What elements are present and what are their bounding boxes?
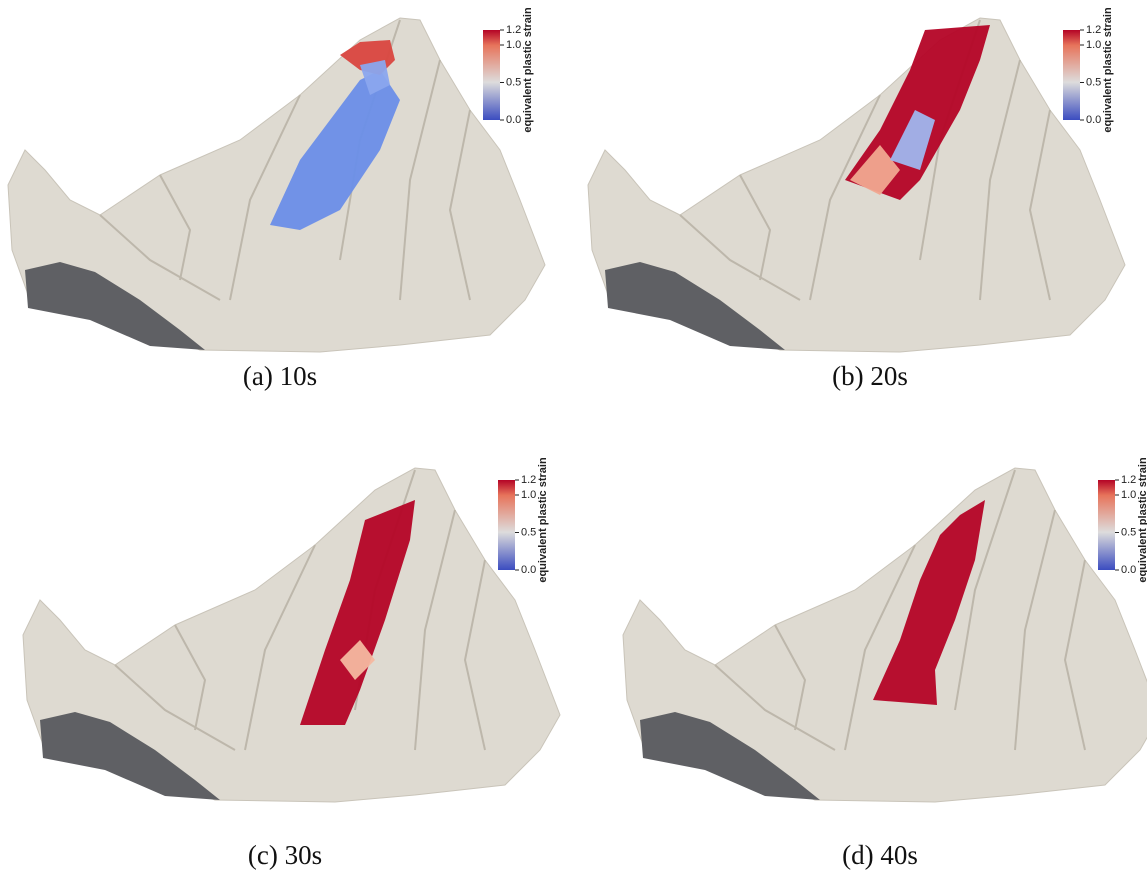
colorbar — [1063, 30, 1080, 120]
colorbar-tick-label: 1.2 — [521, 474, 536, 486]
figure: 0.00.51.01.2equivalent plastic strain(a)… — [0, 0, 1147, 891]
panel-caption: (d) 40s — [842, 840, 918, 870]
colorbar-tick-label: 0.5 — [1121, 526, 1136, 538]
colorbar-tick-label: 0.5 — [521, 526, 536, 538]
colorbar-tick-label: 1.0 — [521, 489, 536, 501]
colorbar-tick-label: 0.5 — [1086, 76, 1101, 88]
colorbar-tick-label: 0.5 — [506, 76, 521, 88]
colorbar-tick-label: 1.2 — [1086, 24, 1101, 36]
colorbar-tick-label: 1.0 — [1121, 489, 1136, 501]
colorbar-tick-label: 1.0 — [506, 39, 521, 51]
colorbar-tick-label: 0.0 — [1086, 114, 1101, 126]
colorbar-tick-label: 1.0 — [1086, 39, 1101, 51]
colorbar-tick-label: 1.2 — [506, 24, 521, 36]
colorbar-label: equivalent plastic strain — [1137, 457, 1147, 583]
colorbar-label: equivalent plastic strain — [1102, 7, 1114, 133]
panel-caption: (b) 20s — [832, 361, 908, 391]
colorbar-label: equivalent plastic strain — [522, 7, 534, 133]
colorbar-label: equivalent plastic strain — [537, 457, 549, 583]
colorbar — [1098, 480, 1115, 570]
panel-caption: (c) 30s — [248, 840, 322, 870]
colorbar-tick-label: 0.0 — [1121, 564, 1136, 576]
colorbar-tick-label: 0.0 — [506, 114, 521, 126]
panel-caption: (a) 10s — [243, 361, 317, 391]
colorbar — [483, 30, 500, 120]
colorbar — [498, 480, 515, 570]
colorbar-tick-label: 0.0 — [521, 564, 536, 576]
colorbar-tick-label: 1.2 — [1121, 474, 1136, 486]
